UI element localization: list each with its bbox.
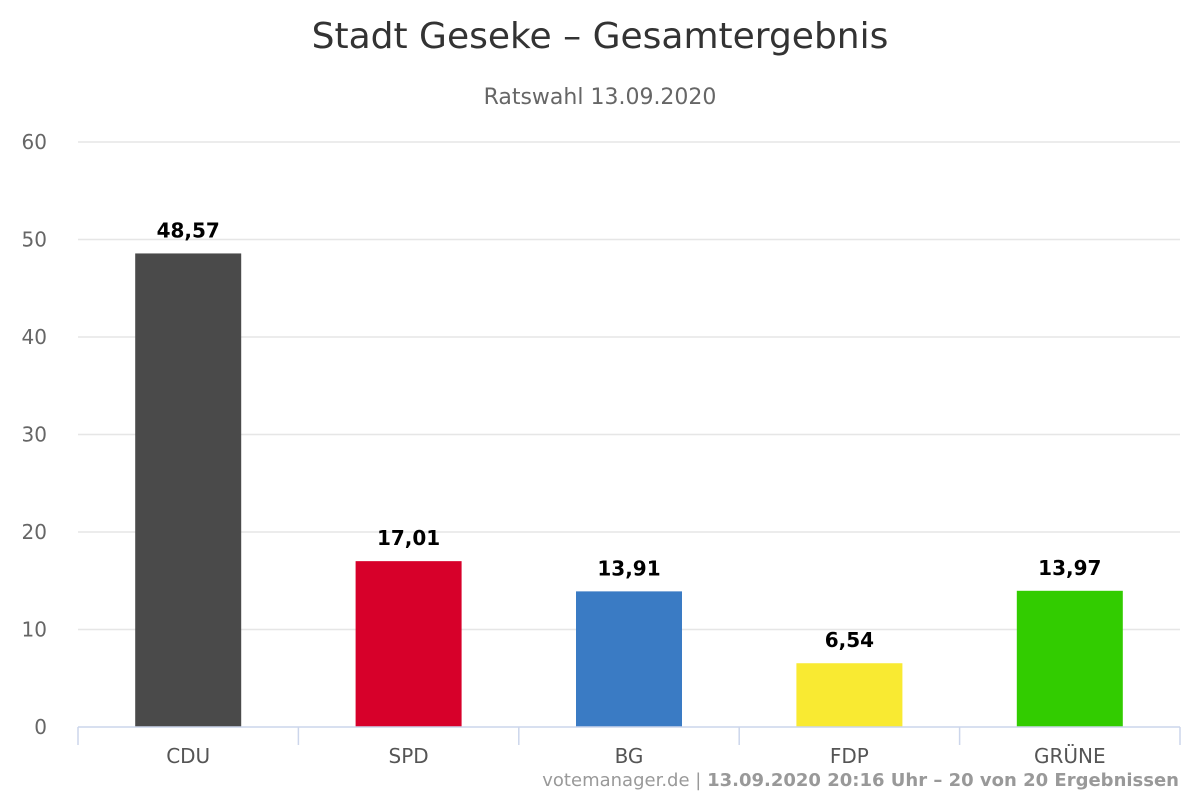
gridlines: [78, 141, 1180, 631]
bar-fdp[interactable]: [796, 663, 903, 727]
y-tick-label: 10: [22, 618, 47, 642]
credits-info: 13.09.2020 20:16 Uhr – 20 von 20 Ergebni…: [707, 770, 1179, 791]
y-tick-label: 30: [22, 423, 47, 447]
bar-bg[interactable]: [576, 591, 682, 727]
y-tick-label: 0: [34, 715, 47, 739]
chart-subtitle: Ratswahl 13.09.2020: [484, 85, 717, 110]
x-tick-label: GRÜNE: [1034, 744, 1106, 768]
y-tick-label: 40: [22, 325, 47, 349]
x-tick-label: SPD: [389, 744, 429, 768]
x-axis-ticks: CDU SPD BG FDP GRÜNE: [166, 744, 1105, 768]
y-axis-ticks: 0 10 20 30 40 50 60: [22, 130, 47, 739]
credits-separator: |: [689, 770, 708, 791]
y-tick-label: 20: [22, 520, 47, 544]
x-tick-label: FDP: [830, 744, 869, 768]
credits-source[interactable]: votemanager.de: [542, 770, 690, 791]
data-label: 13,97: [1038, 556, 1101, 580]
x-tick-label: BG: [615, 744, 644, 768]
data-labels: 48,57 17,01 13,91 6,54 13,97: [157, 218, 1102, 652]
y-tick-label: 50: [22, 228, 47, 252]
credits: votemanager.de | 13.09.2020 20:16 Uhr – …: [542, 770, 1179, 791]
y-tick-label: 60: [22, 130, 47, 154]
data-label: 13,91: [597, 556, 660, 580]
bars: [135, 253, 1123, 727]
data-label: 48,57: [157, 218, 220, 242]
x-tick-label: CDU: [166, 744, 210, 768]
bar-spd[interactable]: [355, 561, 462, 727]
chart-title: Stadt Geseke – Gesamtergebnis: [312, 16, 889, 57]
x-axis: [77, 726, 1181, 745]
bar-cdu[interactable]: [135, 253, 242, 727]
bar-grüne[interactable]: [1016, 590, 1123, 727]
data-label: 6,54: [825, 628, 874, 652]
data-label: 17,01: [377, 526, 440, 550]
